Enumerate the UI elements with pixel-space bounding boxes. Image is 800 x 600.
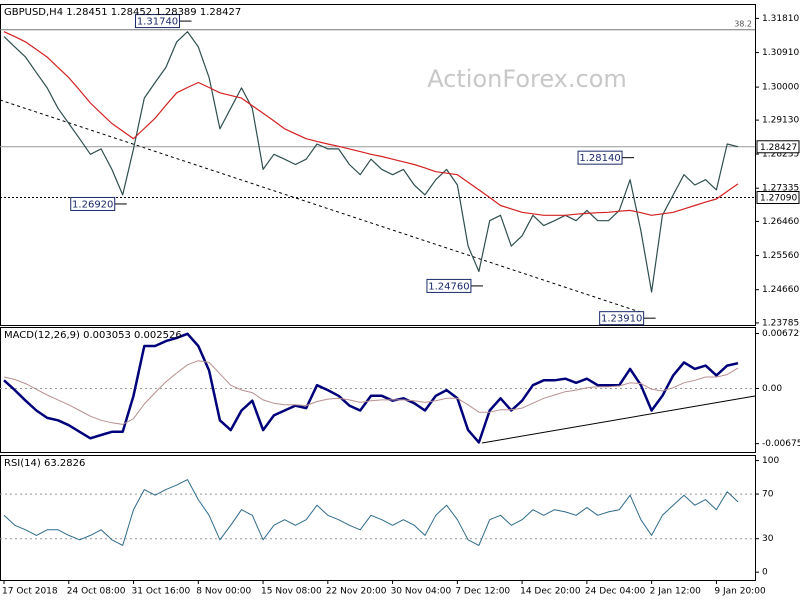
series-line <box>3 332 739 444</box>
x-tick-label: 9 Jan 20:00 <box>714 587 766 597</box>
macd-trendline <box>481 395 756 444</box>
annotation-box <box>577 150 623 165</box>
panel-frame <box>0 4 756 326</box>
price-tag-label: 1.27090 <box>760 194 797 204</box>
x-tick-label: 31 Oct 16:00 <box>132 587 191 597</box>
y-tick-label: 1.30910 <box>762 48 799 58</box>
annotation-box <box>426 278 472 293</box>
panel-frame <box>0 455 756 581</box>
annotation-label: 1.28140 <box>579 153 620 164</box>
price-tag-label: 1.28427 <box>760 143 797 153</box>
annotation-label: 1.31740 <box>137 17 178 28</box>
annotation-box <box>599 311 645 326</box>
x-tick-label: 24 Oct 08:00 <box>67 587 126 597</box>
x-tick-label: 24 Dec 04:00 <box>585 587 646 597</box>
y-tick-label: 1.29130 <box>762 116 799 126</box>
annotation-label: 1.26920 <box>72 199 113 210</box>
x-tick-label: 7 Dec 12:00 <box>455 587 510 597</box>
panel-title: GBPUSD,H4 1.28451 1.28452 1.28389 1.2842… <box>4 7 241 18</box>
panel-title: MACD(12,26,9) 0.003053 0.002526 <box>4 330 182 341</box>
x-tick-label: 2 Jan 12:00 <box>650 587 702 597</box>
series-line <box>3 31 739 216</box>
y-tick-label: 0 <box>762 568 768 578</box>
panel-title: RSI(14) 63.2826 <box>4 458 85 469</box>
x-tick-label: 17 Oct 2018 <box>2 587 58 597</box>
annotation-label: 1.24760 <box>428 281 469 292</box>
y-tick-label: 1.30000 <box>762 83 799 93</box>
y-tick-label: 1.23785 <box>762 318 799 328</box>
annotation-box <box>135 14 180 29</box>
y-tick-label: 0.00 <box>762 384 782 394</box>
series-line <box>3 31 739 293</box>
y-tick-label: 1.25560 <box>762 251 799 261</box>
price-tag <box>756 191 800 205</box>
annotation-label: 1.23910 <box>601 314 642 325</box>
y-tick-label: 1.27335 <box>762 184 799 194</box>
annotation-box <box>70 196 116 211</box>
y-tick-label: 1.24660 <box>762 285 799 295</box>
x-tick-label: 22 Nov 20:00 <box>326 587 387 597</box>
y-tick-label: 70 <box>762 490 774 500</box>
y-tick-label: -0.006758 <box>762 439 800 449</box>
series-line <box>3 360 739 425</box>
trendline <box>0 99 641 313</box>
y-tick-label: 30 <box>762 534 774 544</box>
y-tick-label: 0.006729 <box>762 329 800 339</box>
x-tick-label: 15 Nov 08:00 <box>261 587 322 597</box>
y-tick-label: 1.31810 <box>762 14 799 24</box>
panel-frame <box>0 327 756 453</box>
x-tick-label: 14 Dec 20:00 <box>520 587 581 597</box>
series-line <box>3 479 739 546</box>
x-tick-label: 8 Nov 00:00 <box>196 587 251 597</box>
fib-label: 38.2 <box>734 19 752 28</box>
y-tick-label: 1.26460 <box>762 217 799 227</box>
y-tick-label: 1.28235 <box>762 150 799 160</box>
price-tag <box>756 140 800 154</box>
watermark: ActionForex.com <box>427 65 627 93</box>
x-tick-label: 30 Nov 04:00 <box>391 587 452 597</box>
y-tick-label: 100 <box>762 456 779 466</box>
